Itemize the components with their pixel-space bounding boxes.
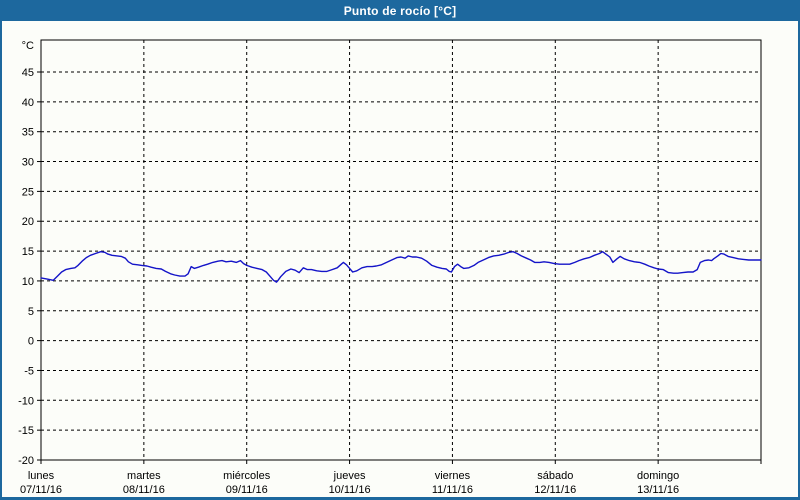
day-name-label: lunes — [28, 470, 55, 482]
y-tick-label: -15 — [18, 425, 34, 437]
day-name-label: viernes — [435, 470, 471, 482]
y-tick-label: 25 — [22, 186, 34, 198]
day-date-label: 12/11/16 — [534, 484, 576, 496]
x-gridlines — [143, 40, 659, 460]
day-date-label: 08/11/16 — [123, 484, 165, 496]
y-tick-label: 30 — [22, 157, 34, 169]
x-axis-labels: lunes 07/11/16 martes 08/11/16 miércoles 09/1… — [20, 470, 679, 496]
day-date-label: 09/11/16 — [226, 484, 268, 496]
y-tick-label: -10 — [18, 395, 34, 407]
x-axis-ticks — [40, 460, 762, 464]
day-name-label: domingo — [637, 470, 679, 482]
chart-title: Punto de rocío [°C] — [343, 3, 457, 18]
y-axis-unit-label: °C — [22, 40, 34, 52]
y-tick-label: -20 — [18, 455, 34, 467]
y-tick-label: 5 — [28, 306, 34, 318]
day-name-label: martes — [127, 470, 161, 482]
y-axis-labels: 45 40 35 30 25 20 15 10 5 0 -5 -10 -15 -20 °C — [18, 40, 41, 467]
day-date-label: 10/11/16 — [329, 484, 371, 496]
day-name-label: miércoles — [223, 470, 271, 482]
y-tick-label: 10 — [22, 276, 34, 288]
y-gridlines — [41, 71, 761, 431]
y-tick-label: 15 — [22, 246, 34, 258]
day-date-label: 07/11/16 — [20, 484, 62, 496]
day-date-label: 13/11/16 — [637, 484, 679, 496]
day-name-label: sábado — [537, 470, 573, 482]
day-name-label: jueves — [333, 470, 366, 482]
y-tick-label: 40 — [22, 97, 34, 109]
y-tick-label: 45 — [22, 67, 34, 79]
day-date-label: 11/11/16 — [432, 484, 473, 496]
y-tick-label: 35 — [22, 127, 34, 139]
y-tick-label: 0 — [28, 336, 34, 348]
dewpoint-series-line — [40, 250, 762, 283]
plot-border — [40, 39, 762, 461]
y-tick-label: -5 — [24, 365, 34, 377]
y-tick-label: 20 — [22, 216, 34, 228]
title-bar: Punto de rocío [°C] — [2, 2, 798, 21]
